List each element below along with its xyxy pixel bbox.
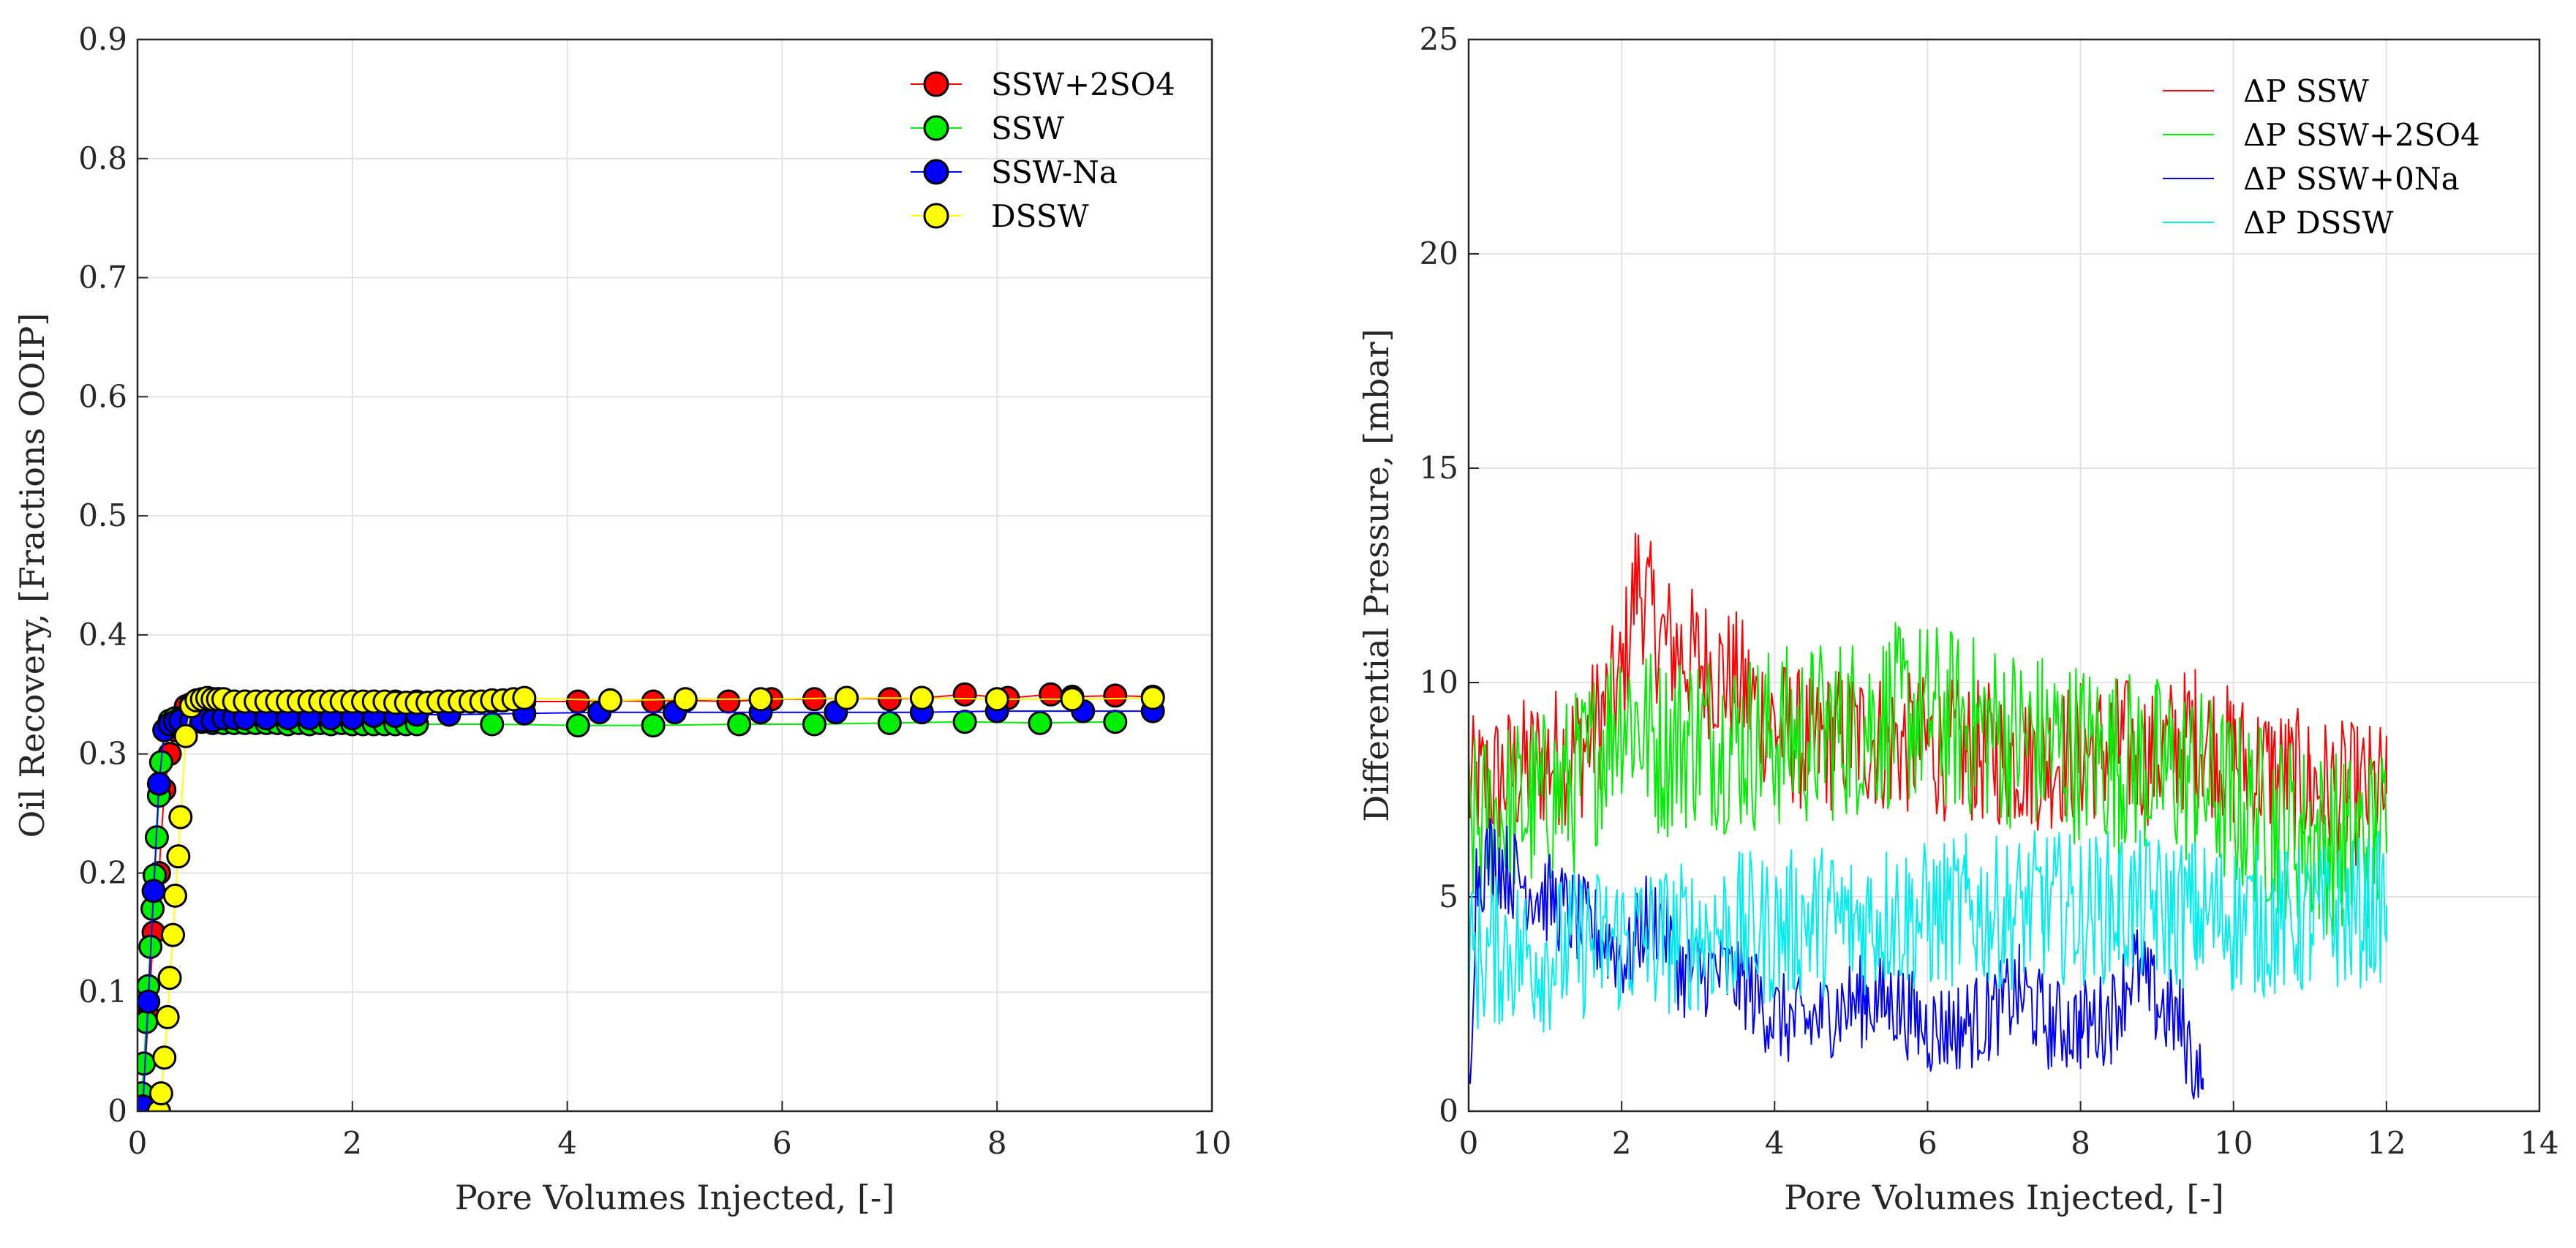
- y-tick-label: 0.1: [78, 974, 127, 1010]
- y-tick-label: 0.3: [78, 736, 127, 772]
- y-tick-label: 0.9: [78, 21, 127, 57]
- legend-label: ΔP SSW: [2243, 73, 2370, 109]
- data-point: [1140, 685, 1165, 710]
- data-point: [1103, 683, 1128, 708]
- data-point: [1060, 687, 1085, 712]
- data-point: [168, 805, 193, 830]
- data-point: [909, 685, 934, 710]
- data-point: [152, 1045, 177, 1070]
- y-tick-label: 0.6: [78, 378, 127, 414]
- data-point: [1103, 710, 1128, 734]
- legend-marker: [923, 71, 949, 97]
- y-axis-label: Differential Pressure, [mbar]: [1357, 328, 1396, 822]
- y-tick-label: 15: [1420, 450, 1458, 486]
- y-tick-label: 5: [1439, 879, 1458, 914]
- series-trace-1: [1469, 622, 2387, 936]
- legend-label: SSW+2SO4: [991, 67, 1175, 102]
- x-tick-label: 6: [1918, 1125, 1937, 1161]
- y-tick-label: 0: [1439, 1093, 1458, 1129]
- y-tick-label: 10: [1420, 664, 1458, 700]
- legend-label: ΔP SSW+2SO4: [2243, 117, 2480, 153]
- data-point: [673, 687, 698, 712]
- legend-label: SSW: [991, 110, 1065, 146]
- x-axis-label: Pore Volumes Injected, [-]: [455, 1178, 895, 1217]
- x-tick-label: 8: [2071, 1125, 2090, 1161]
- x-tick-label: 6: [772, 1125, 792, 1161]
- data-point: [1028, 710, 1052, 735]
- series-layer: [138, 682, 1165, 1111]
- legend-marker: [923, 203, 949, 229]
- legend-label: SSW-Na: [991, 154, 1118, 190]
- data-point: [141, 879, 166, 903]
- x-tick-label: 10: [1192, 1125, 1231, 1161]
- x-tick-label: 2: [1612, 1125, 1632, 1161]
- data-point: [162, 883, 187, 908]
- x-tick-label: 2: [342, 1125, 362, 1161]
- pressure-panel: 0 2 4 6 8 10 12 14 0 5 10 15 20 25 Pore Volumes Inject…: [1357, 21, 2559, 1217]
- data-point: [146, 771, 171, 796]
- axes-box: [1467, 38, 2541, 1113]
- legend: SSW+2SO4 SSW SSW-Na DSSW: [911, 67, 1175, 234]
- x-tick-label: 10: [2214, 1125, 2253, 1161]
- data-point: [952, 710, 977, 734]
- y-tick-label: 0.5: [78, 497, 127, 533]
- data-point: [877, 687, 902, 712]
- data-point: [641, 713, 666, 738]
- x-tick-label: 14: [2520, 1125, 2558, 1161]
- legend: ΔP SSW ΔP SSW+2SO4 ΔP SSW+0Na ΔP DSSW: [2163, 73, 2480, 241]
- x-tick-label: 0: [128, 1125, 148, 1161]
- series-trace-2: [1469, 818, 2204, 1099]
- y-tick-label: 20: [1420, 236, 1458, 271]
- data-point: [157, 966, 182, 990]
- data-point: [155, 1004, 180, 1029]
- recovery-panel: 0 2 4 6 8 10 0 0.1 0.2 0.3 0.4 0.5 0.6 0.7 0.8 0.9 Pore …: [12, 21, 1232, 1217]
- data-point: [641, 689, 666, 714]
- y-tick-label: 0.8: [78, 140, 127, 176]
- data-point: [512, 685, 537, 710]
- data-point: [166, 844, 191, 869]
- data-point: [160, 922, 185, 947]
- data-point: [173, 723, 198, 748]
- legend-marker: [923, 159, 949, 185]
- data-point: [748, 687, 773, 712]
- y-tick-label: 0.4: [78, 617, 127, 653]
- series-trace-3: [1469, 830, 2387, 1036]
- data-point: [716, 689, 741, 714]
- y-axis-label: Oil Recovery, [Fractions OOIP]: [12, 313, 52, 838]
- data-point: [877, 710, 902, 735]
- legend-label: ΔP SSW+0Na: [2243, 161, 2460, 197]
- x-tick-label: 4: [557, 1125, 577, 1161]
- data-point: [984, 687, 1009, 712]
- x-axis-label: Pore Volumes Injected, [-]: [1784, 1178, 2224, 1217]
- y-tick-label: 0: [108, 1093, 127, 1129]
- data-point: [480, 712, 505, 737]
- data-point: [835, 685, 859, 710]
- y-tick-label: 25: [1420, 21, 1458, 57]
- data-point: [148, 1081, 173, 1106]
- plot-area: [138, 40, 1212, 1111]
- data-point: [565, 689, 590, 714]
- x-tick-label: 0: [1459, 1125, 1479, 1161]
- data-point: [565, 713, 590, 738]
- data-point: [138, 989, 161, 1014]
- legend-label: ΔP DSSW: [2243, 205, 2394, 241]
- x-tick-label: 12: [2367, 1125, 2406, 1161]
- series-layer: [1469, 533, 2387, 1099]
- y-tick-label: 0.2: [78, 854, 127, 890]
- legend-label: DSSW: [991, 198, 1089, 234]
- series-trace-0: [1469, 533, 2387, 866]
- axes-box: [136, 38, 1213, 1113]
- x-tick-label: 8: [987, 1125, 1007, 1161]
- legend-marker: [923, 115, 949, 141]
- data-point: [1039, 682, 1063, 707]
- x-tick-label: 4: [1765, 1125, 1785, 1161]
- data-point: [802, 712, 826, 737]
- data-point: [952, 682, 977, 707]
- data-point: [598, 688, 622, 713]
- y-tick-label: 0.7: [78, 260, 127, 296]
- data-point: [727, 712, 752, 737]
